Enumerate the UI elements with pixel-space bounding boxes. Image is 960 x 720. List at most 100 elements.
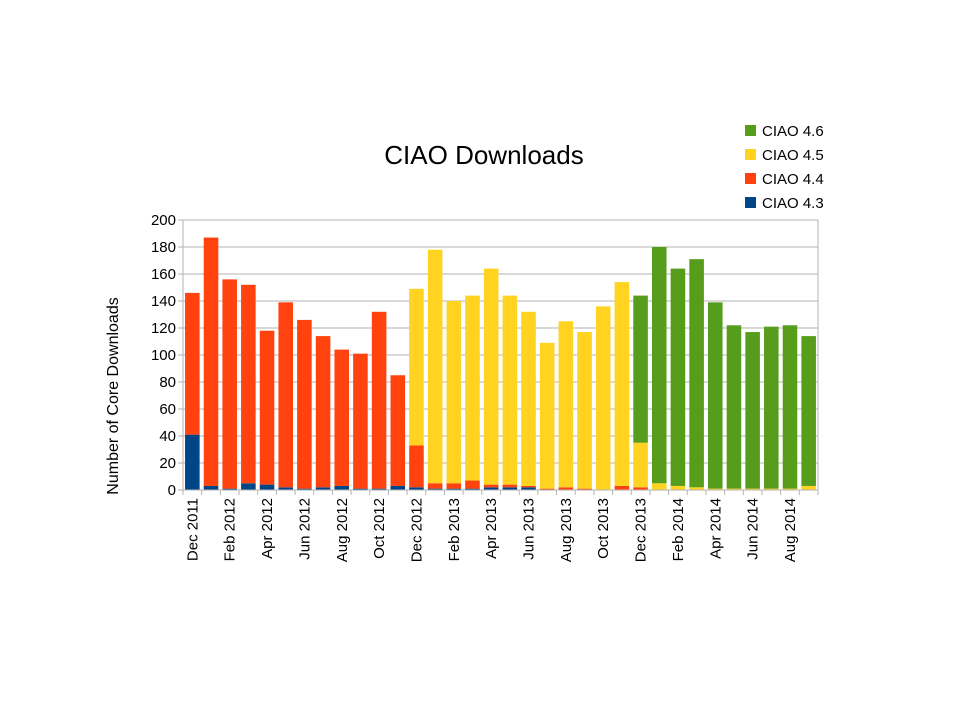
bar-segment-ciao-4-3 [241, 483, 256, 490]
x-tick-label: Dec 2012 [408, 498, 425, 562]
x-tick-label: Feb 2014 [670, 498, 687, 561]
bar-segment-ciao-4-3 [502, 487, 518, 490]
bar-segment-ciao-4-5 [558, 321, 574, 488]
y-tick-label: 0 [168, 482, 176, 499]
bar-segment-ciao-4-4 [241, 284, 256, 484]
bar-segment-ciao-4-4 [614, 485, 630, 490]
bar-segment-ciao-4-3 [315, 487, 331, 490]
bar-segment-ciao-4-5 [502, 295, 518, 485]
bar-segment-ciao-4-5 [465, 295, 480, 481]
y-tick-label: 60 [159, 401, 176, 418]
x-tick-label: Jun 2013 [521, 498, 538, 560]
bar-segment-ciao-4-5 [577, 332, 592, 489]
bar-segment-ciao-4-4 [633, 487, 648, 490]
legend-label: CIAO 4.5 [762, 147, 824, 164]
y-tick-label: 140 [151, 293, 176, 310]
bar-segment-ciao-4-4 [390, 375, 406, 486]
bar-segment-ciao-4-3 [371, 488, 387, 490]
bar-segment-ciao-4-3 [203, 485, 219, 490]
bar-segment-ciao-4-5 [651, 483, 667, 490]
bar-segment-ciao-4-5 [726, 488, 742, 490]
legend: CIAO 4.6 CIAO 4.5 CIAO 4.4 CIAO 4.3 [745, 123, 824, 212]
bar-segment-ciao-4-4 [446, 483, 462, 489]
legend-label: CIAO 4.4 [762, 171, 824, 188]
bar-segment-ciao-4-4 [521, 485, 536, 488]
bar-segment-ciao-4-5 [409, 288, 424, 446]
bar-segment-ciao-4-5 [764, 488, 779, 490]
y-tick-label: 20 [159, 455, 176, 472]
bar-segment-ciao-4-6 [670, 268, 686, 486]
x-tick-label: Jun 2012 [296, 498, 313, 560]
bar-segment-ciao-4-5 [521, 311, 536, 486]
bar-segment-ciao-4-5 [782, 488, 798, 490]
bar-segment-ciao-4-5 [801, 485, 816, 490]
bar-segment-ciao-4-5 [745, 488, 760, 490]
bar-segment-ciao-4-4 [259, 330, 275, 485]
grid [183, 219, 818, 491]
bar-segment-ciao-4-5 [427, 249, 443, 484]
y-tick-label: 40 [159, 428, 176, 445]
bar-segment-ciao-4-4 [427, 483, 443, 489]
bar-segment-ciao-4-5 [595, 306, 611, 490]
bar-segment-ciao-4-4 [297, 319, 312, 489]
legend-swatch [745, 197, 756, 208]
x-tick-label: Apr 2013 [483, 498, 500, 559]
y-tick-label: 80 [159, 374, 176, 391]
bar-segment-ciao-4-3 [446, 488, 462, 490]
bar-segment-ciao-4-4 [185, 292, 200, 435]
bar-segment-ciao-4-6 [633, 295, 648, 443]
bar-segment-ciao-4-4 [502, 484, 518, 488]
bar-segment-ciao-4-3 [409, 487, 424, 490]
bar-segment-ciao-4-5 [483, 268, 499, 485]
bar-segment-ciao-4-4 [371, 311, 387, 489]
x-tick-label: Aug 2014 [782, 498, 799, 562]
legend-label: CIAO 4.6 [762, 123, 824, 140]
bar-segment-ciao-4-4 [558, 487, 574, 490]
bar-segment-ciao-4-4 [539, 488, 555, 490]
y-tick-label: 200 [151, 212, 176, 229]
bar-segment-ciao-4-4 [465, 480, 480, 489]
x-tick-label: Dec 2011 [184, 498, 201, 561]
bar-segment-ciao-4-4 [409, 445, 424, 488]
bar-segment-ciao-4-3 [390, 485, 406, 490]
legend-swatch [745, 149, 756, 160]
bar-segment-ciao-4-5 [614, 282, 630, 486]
bar-segment-ciao-4-4 [222, 279, 237, 489]
bar-segment-ciao-4-3 [259, 484, 275, 490]
bar-segment-ciao-4-3 [297, 488, 312, 490]
y-tick-label: 160 [151, 266, 176, 283]
x-tick-label: Aug 2012 [334, 498, 351, 562]
bar-segment-ciao-4-3 [427, 488, 443, 490]
bar-segment-ciao-4-6 [707, 302, 723, 489]
bar-segment-ciao-4-3 [353, 488, 368, 490]
bar-segment-ciao-4-4 [483, 484, 499, 488]
bar-segment-ciao-4-5 [633, 442, 648, 488]
bar-segment-ciao-4-3 [278, 487, 294, 490]
bar-segment-ciao-4-6 [801, 336, 816, 486]
x-tick-label: Aug 2013 [558, 498, 575, 562]
x-tick-label: Dec 2013 [633, 498, 650, 562]
bar-segment-ciao-4-4 [334, 349, 350, 486]
bar-segment-ciao-4-4 [278, 302, 294, 488]
bar-segment-ciao-4-4 [315, 336, 331, 488]
bar-segment-ciao-4-3 [521, 487, 536, 490]
bar-segment-ciao-4-3 [334, 485, 350, 490]
legend-label: CIAO 4.3 [762, 195, 824, 212]
chart-title: CIAO Downloads [384, 140, 583, 170]
bar-segment-ciao-4-6 [651, 247, 667, 484]
legend-swatch [745, 173, 756, 184]
bar-segment-ciao-4-5 [707, 488, 723, 490]
x-tick-label: Apr 2012 [259, 498, 276, 559]
bar-segment-ciao-4-6 [782, 325, 798, 489]
bar-segment-ciao-4-3 [465, 488, 480, 490]
bar-segment-ciao-4-3 [222, 488, 237, 490]
y-axis-label: Number of Core Downloads [105, 297, 122, 494]
bar-segment-ciao-4-5 [689, 487, 704, 490]
x-tick-label: Apr 2014 [707, 498, 724, 559]
x-tick-label: Oct 2012 [371, 498, 388, 559]
bars [185, 237, 816, 490]
legend-swatch [745, 125, 756, 136]
bar-segment-ciao-4-4 [203, 237, 219, 486]
y-tick-label: 100 [151, 347, 176, 364]
